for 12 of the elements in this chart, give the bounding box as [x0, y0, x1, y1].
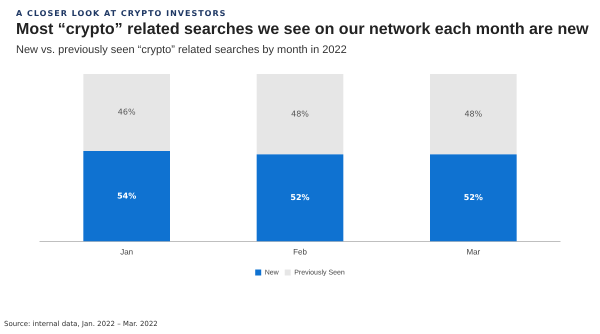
text: A CLOSER LOOK AT CRYPTO INVESTORS: [16, 9, 226, 18]
data-label: 46%: [118, 108, 136, 117]
x-tick-label: Mar: [466, 247, 481, 256]
data-label: 52%: [464, 192, 483, 202]
data-label: 52%: [290, 192, 310, 202]
data-label: 48%: [291, 109, 310, 118]
x-tick-label: Jan: [120, 247, 134, 256]
data-label: 48%: [464, 109, 483, 118]
chart-subtitle: New vs. previously seen “crypto” related searches by month in 2022: [16, 44, 347, 56]
data-label: 54%: [117, 191, 136, 200]
x-tick-label: Feb: [293, 247, 308, 256]
chart-title: Most “crypto” related searches we see on our network each month are new: [16, 21, 589, 39]
